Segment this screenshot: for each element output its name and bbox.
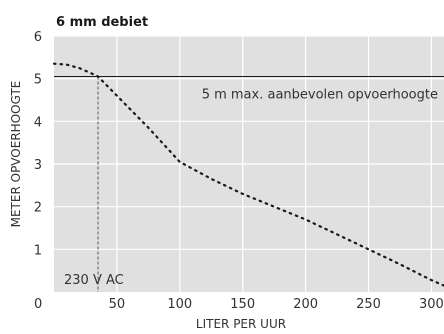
x-tick-labels: 0 50 100 150 200 250 300	[34, 297, 444, 312]
grid	[54, 35, 444, 292]
y-axis-label: METER OPVOERHOOGTE	[9, 81, 23, 228]
y-tick-label: 4	[34, 115, 42, 130]
x-tick-label: 250	[356, 297, 381, 312]
y-tick-label: 1	[34, 243, 42, 258]
x-tick-label: 300	[419, 297, 444, 312]
x-axis-label: LITER PER UUR	[196, 317, 286, 331]
x-tick-label: 100	[167, 297, 192, 312]
y-tick-label: 6	[34, 30, 42, 45]
series-pump-curve	[52, 62, 444, 287]
voltage-label: 230 V AC	[64, 273, 124, 288]
y-tick-label: 5	[34, 73, 42, 88]
x-tick-label: 150	[230, 297, 255, 312]
y-tick-label: 2	[34, 201, 42, 216]
x-tick-label: 0	[34, 297, 42, 312]
max-head-label: 5 m max. aanbevolen opvoerhoogte	[202, 88, 438, 103]
x-tick-label: 200	[293, 297, 318, 312]
y-tick-labels: 1 2 3 4 5 6	[34, 30, 42, 258]
chart-title: 6 mm debiet	[56, 15, 148, 30]
x-tick-label: 50	[109, 297, 126, 312]
y-tick-label: 3	[34, 158, 42, 173]
